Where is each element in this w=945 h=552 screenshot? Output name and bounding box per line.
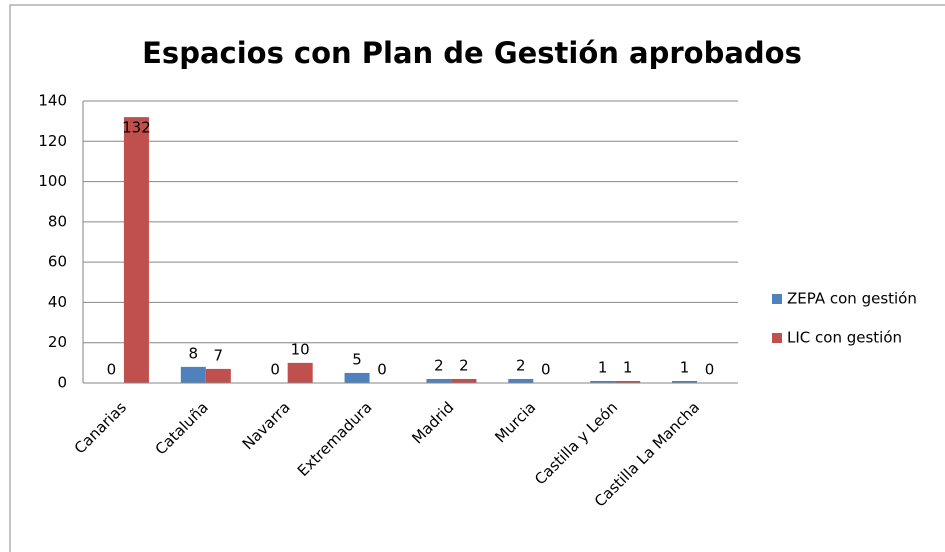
data-label: 1 (680, 358, 690, 376)
data-label: 2 (434, 356, 444, 374)
bar (205, 368, 231, 383)
y-tick-label: 120 (38, 132, 67, 150)
data-label: 5 (352, 350, 362, 368)
chart-title: Espacios con Plan de Gestión aprobados (142, 36, 802, 70)
bar (426, 378, 452, 383)
bar (508, 378, 534, 383)
data-label: 1 (623, 358, 633, 376)
data-label: 8 (189, 344, 199, 362)
bar (287, 362, 313, 383)
bar (672, 380, 698, 383)
data-label: 2 (459, 356, 469, 374)
legend-label: LIC con gestión (787, 329, 902, 347)
y-tick-label: 100 (38, 172, 67, 190)
bar (451, 378, 477, 383)
data-label: 7 (214, 346, 224, 364)
data-label: 1 (598, 358, 608, 376)
bar (590, 380, 616, 383)
bar (615, 380, 641, 383)
bar (180, 366, 206, 383)
y-tick-label: 0 (57, 374, 67, 392)
y-tick-label: 60 (48, 253, 67, 271)
chart-frame (9, 4, 945, 552)
bar (123, 117, 149, 383)
y-tick-label: 140 (38, 92, 67, 110)
bar (344, 372, 370, 383)
y-tick-label: 40 (48, 293, 67, 311)
data-label: 0 (107, 361, 117, 379)
data-label: 0 (377, 361, 387, 379)
data-label: 0 (541, 361, 551, 379)
legend-swatch (772, 294, 782, 304)
legend-label: ZEPA con gestión (787, 290, 917, 308)
data-label: 2 (516, 356, 526, 374)
y-tick-label: 80 (48, 212, 67, 230)
data-label: 10 (291, 340, 310, 358)
data-label: 0 (270, 361, 280, 379)
legend-swatch (772, 333, 782, 343)
data-label: 132 (122, 119, 151, 137)
data-label: 0 (705, 361, 715, 379)
y-tick-label: 20 (48, 333, 67, 351)
